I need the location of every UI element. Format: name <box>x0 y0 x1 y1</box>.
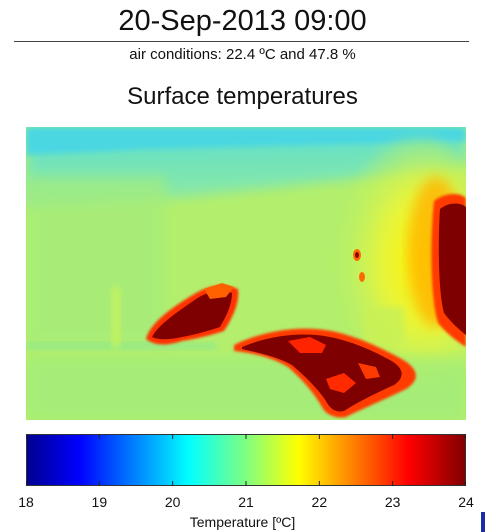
monitor-shadow <box>364 307 404 347</box>
hot-spot-left-object <box>146 283 239 345</box>
air-conditions-subtitle: air conditions: 22.4 ºC and 47.8 % <box>129 46 356 63</box>
colorbar <box>26 434 466 486</box>
colorbar-tick-label: 23 <box>384 494 401 510</box>
colorbar-tick-label: 18 <box>18 494 34 510</box>
colorbar-gradient <box>26 434 466 486</box>
left-wall-zone <box>26 177 166 347</box>
chair-post <box>111 287 121 347</box>
hot-spot-center-object <box>234 328 416 418</box>
colorbar-tick-label: 21 <box>238 494 254 510</box>
colorbar-tick-label: 22 <box>311 494 328 510</box>
hot-spot-small-right <box>353 249 365 282</box>
colorbar-tick-label: 20 <box>164 494 181 510</box>
upper-cool-strip <box>26 127 466 155</box>
hot-spot-right-wall <box>431 194 466 347</box>
colorbar-tick-label: 19 <box>91 494 108 510</box>
corner-mark <box>481 512 485 532</box>
colorbar-label: Temperature [ºC] <box>189 514 296 530</box>
title-divider <box>14 41 469 42</box>
thermal-heatmap <box>26 127 466 420</box>
chart-title: 20-Sep-2013 09:00 <box>118 5 367 37</box>
colorbar-tick-label: 24 <box>458 494 474 510</box>
colorbar-tickmarks <box>26 434 466 486</box>
heatmap-heading: Surface temperatures <box>127 83 358 110</box>
